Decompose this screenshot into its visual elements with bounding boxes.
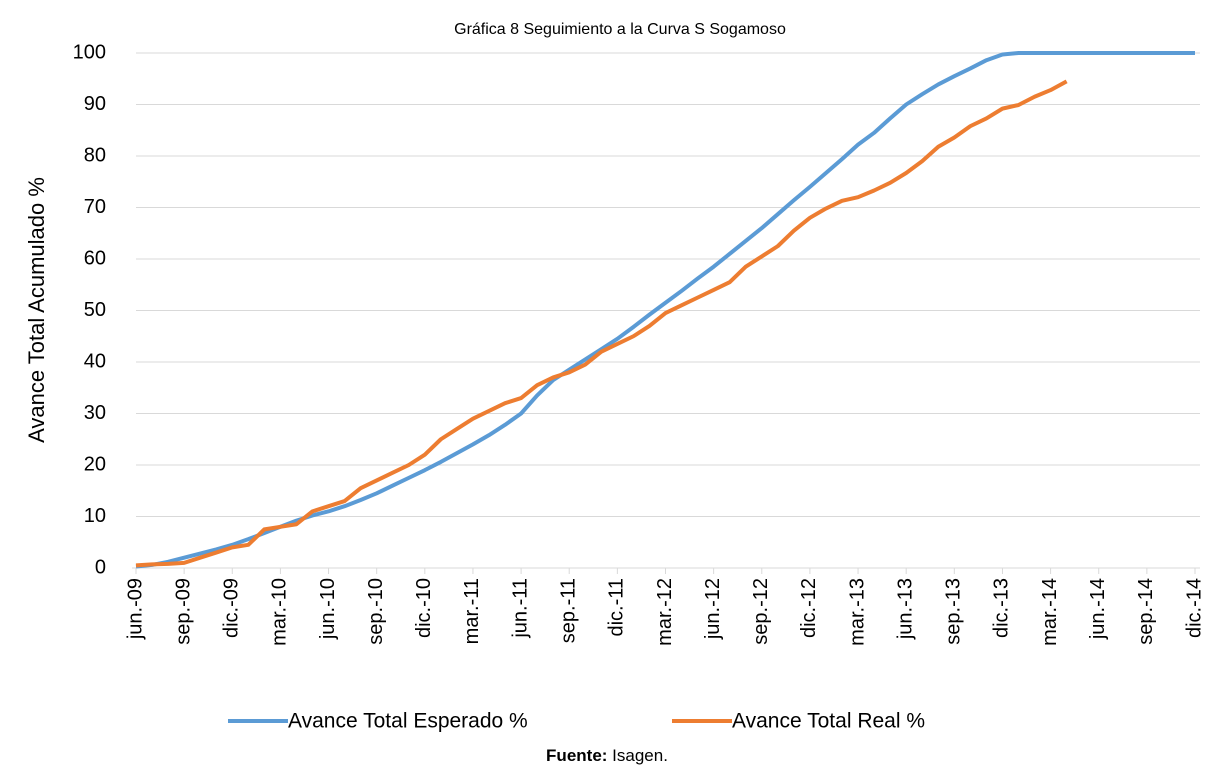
- y-tick-label: 0: [95, 556, 106, 578]
- series-line: [135, 79, 1068, 568]
- x-tick-label: dic.-10: [413, 578, 435, 638]
- y-tick-label: 60: [84, 247, 106, 269]
- x-tick-label: sep.-11: [558, 578, 580, 643]
- y-tick-label: 40: [84, 350, 106, 372]
- x-tick-label: dic.-09: [221, 578, 243, 638]
- y-tick-label: 30: [84, 402, 106, 424]
- x-tick-label: sep.-12: [750, 578, 772, 645]
- x-tick-label: dic.-14: [1183, 578, 1205, 638]
- source-label: Fuente:: [546, 746, 607, 765]
- y-tick-label: 90: [84, 93, 106, 115]
- y-tick-label: 100: [73, 41, 106, 63]
- x-tick-label: dic.-11: [606, 578, 628, 637]
- x-tick-label: sep.-10: [365, 578, 387, 645]
- x-tick-label: mar.-13: [846, 578, 868, 646]
- legend-label: Avance Total Esperado %: [288, 710, 528, 733]
- x-tick-label: jun.-10: [317, 578, 339, 640]
- x-tick-label: mar.-14: [1039, 578, 1061, 646]
- x-tick-label: mar.-12: [654, 578, 676, 646]
- x-tick-label: jun.-09: [124, 578, 146, 640]
- x-tick-label: jun.-13: [894, 578, 916, 640]
- x-tick-label: sep.-09: [172, 578, 194, 645]
- x-tick-label: sep.-13: [943, 578, 965, 645]
- y-tick-label: 80: [84, 144, 106, 166]
- x-tick-label: jun.-14: [1087, 578, 1109, 640]
- source: Fuente: Isagen.: [546, 746, 668, 765]
- y-tick-label: 10: [84, 505, 106, 527]
- y-axis-label: Avance Total Acumulado %: [24, 177, 49, 443]
- x-tick-label: mar.-11: [461, 578, 483, 644]
- chart-title: Gráfica 8 Seguimiento a la Curva S Sogam…: [454, 21, 786, 38]
- y-tick-label: 20: [84, 453, 106, 475]
- x-tick-label: mar.-10: [269, 578, 291, 646]
- x-tick-label: dic.-12: [798, 578, 820, 638]
- source-text: Isagen.: [612, 746, 668, 765]
- x-tick-label: jun.-11: [509, 578, 531, 639]
- y-tick-label: 50: [84, 299, 106, 321]
- y-tick-label: 70: [84, 196, 106, 218]
- x-tick-label: jun.-12: [702, 578, 724, 640]
- x-tick-label: dic.-13: [991, 578, 1013, 638]
- series-line: [135, 51, 1195, 569]
- x-tick-label: sep.-14: [1135, 578, 1157, 645]
- legend-label: Avance Total Real %: [732, 710, 925, 733]
